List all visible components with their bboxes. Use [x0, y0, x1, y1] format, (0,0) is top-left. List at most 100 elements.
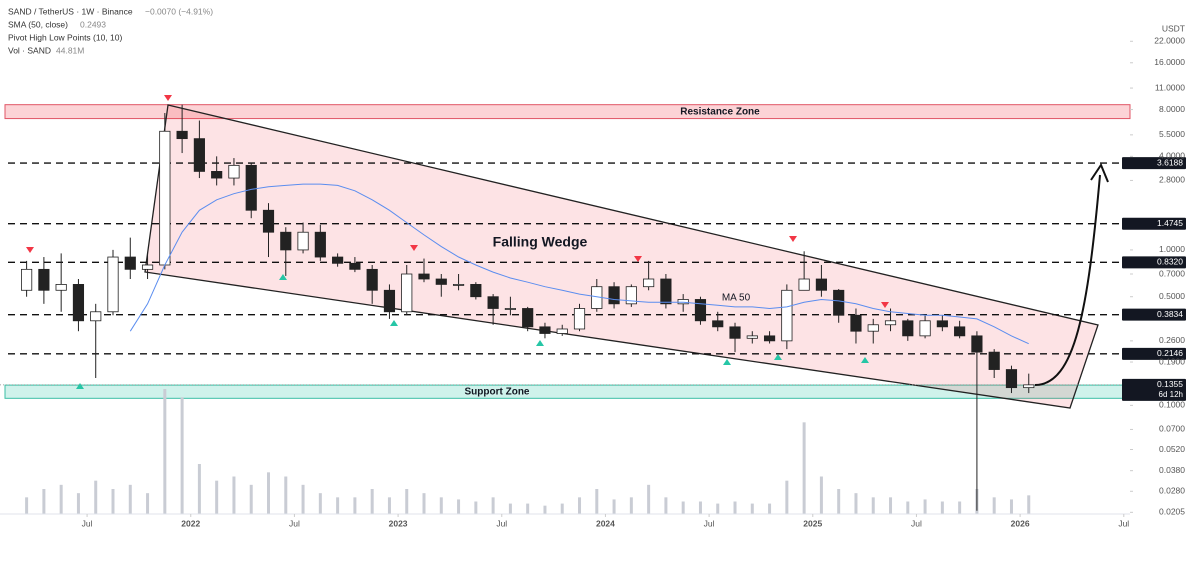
pivot-low	[536, 340, 544, 346]
volume-bar	[629, 497, 633, 514]
y-unit: USDT	[1162, 23, 1185, 33]
candle-body	[314, 231, 326, 258]
indicator-name: SMA (50, close)	[8, 19, 68, 29]
x-tick-label: 2025	[803, 518, 822, 528]
volume-bar	[508, 503, 512, 514]
price-label-box	[1122, 347, 1186, 360]
candle-body	[522, 308, 534, 328]
y-tick-label: 0.0280	[1159, 486, 1185, 496]
candle-body	[694, 299, 707, 322]
volume-bar	[59, 484, 63, 514]
y-tick-label: 0.0520	[1159, 444, 1185, 454]
candle-body	[141, 264, 154, 270]
candle-body	[781, 289, 793, 342]
candle-body	[833, 289, 845, 316]
volume-bar	[422, 493, 426, 514]
pivot-high	[26, 247, 34, 253]
candle-body	[867, 324, 879, 332]
candle-body	[228, 164, 240, 179]
candle-body	[193, 138, 205, 172]
pivot-high	[881, 302, 889, 308]
candle-body	[107, 256, 119, 313]
y-tick-label: 5.5000	[1159, 129, 1185, 139]
price-label-box	[1122, 378, 1186, 401]
x-tick-label: Jul	[911, 518, 922, 528]
y-tick-label: 0.0700	[1159, 424, 1185, 434]
candle-body	[919, 320, 931, 337]
price-label-box	[1122, 308, 1186, 321]
zones: Resistance Zone Support Zone	[4, 104, 1131, 399]
volume-bar	[940, 501, 944, 514]
volume-bar	[578, 497, 582, 514]
volume-bar	[750, 503, 754, 514]
candle-body	[798, 278, 810, 291]
pivot-high	[789, 236, 797, 242]
indicator-value: 44.81M	[56, 45, 84, 55]
candle-body	[971, 335, 983, 353]
candle-body	[573, 308, 586, 330]
candle-body	[297, 231, 309, 251]
candle-body	[1005, 369, 1018, 389]
volume-bar	[1009, 499, 1013, 514]
pivot-high	[410, 245, 418, 251]
x-tick-label: 2024	[596, 518, 615, 528]
y-tick-label: 16.0000	[1154, 57, 1185, 67]
y-tick-label: 0.0380	[1159, 465, 1185, 475]
y-tick-label: 11.0000	[1155, 82, 1185, 92]
x-tick-label: Jul	[289, 518, 300, 528]
candle-body	[349, 262, 361, 270]
candle-body	[38, 268, 50, 291]
volume-bar	[249, 484, 253, 514]
volume-bar	[733, 501, 737, 514]
volume-bar	[439, 497, 443, 514]
candle-body	[280, 231, 292, 251]
candle-body	[677, 299, 689, 305]
volume-bar	[215, 480, 219, 514]
x-tick-label: Jul	[1118, 518, 1129, 528]
candle-body	[55, 284, 67, 291]
candle-body	[902, 320, 914, 337]
candle-body	[729, 326, 741, 339]
candle-body	[418, 273, 430, 280]
pivot-high	[634, 256, 642, 262]
y-tick-label: 0.1900	[1159, 356, 1185, 366]
candle-body	[487, 296, 499, 309]
x-tick-label: 2023	[389, 518, 408, 528]
volume-bar	[318, 493, 322, 514]
volume-bar	[992, 497, 996, 514]
candle-body	[383, 289, 396, 313]
pivot-low	[279, 274, 287, 280]
price-label-box	[1122, 157, 1186, 170]
wedge-label: Falling Wedge	[493, 234, 588, 250]
candle-body	[954, 326, 966, 337]
x-tick-label: 2026	[1011, 518, 1030, 528]
pivot-high	[164, 95, 172, 101]
volume-bar	[284, 476, 288, 514]
pivot-markers	[26, 95, 889, 389]
candle-body	[176, 130, 188, 140]
y-tick-label: 2.8000	[1159, 175, 1185, 185]
volume-bar	[543, 505, 547, 514]
volume-bar	[353, 497, 357, 514]
candle-body	[660, 278, 672, 305]
indicator-value: 0.2493	[80, 19, 106, 29]
candle-body	[124, 256, 136, 270]
volume-bar	[457, 499, 461, 514]
price-label: 3.6188	[1157, 157, 1183, 167]
volume-bar	[612, 499, 616, 514]
volume-bar	[837, 489, 841, 514]
price-label: 0.3834	[1157, 309, 1183, 319]
candle-body	[435, 278, 447, 285]
candle-body	[366, 268, 378, 291]
candle-body	[556, 328, 568, 334]
y-tick-label: 22.0000	[1154, 36, 1185, 46]
candle-body	[21, 268, 33, 291]
zone-label: Support Zone	[465, 386, 530, 397]
candle-body	[884, 320, 897, 326]
volume-bar	[958, 501, 962, 514]
volume-bar	[25, 497, 29, 514]
volume-bar	[1027, 495, 1031, 514]
volume-bar	[819, 476, 823, 514]
